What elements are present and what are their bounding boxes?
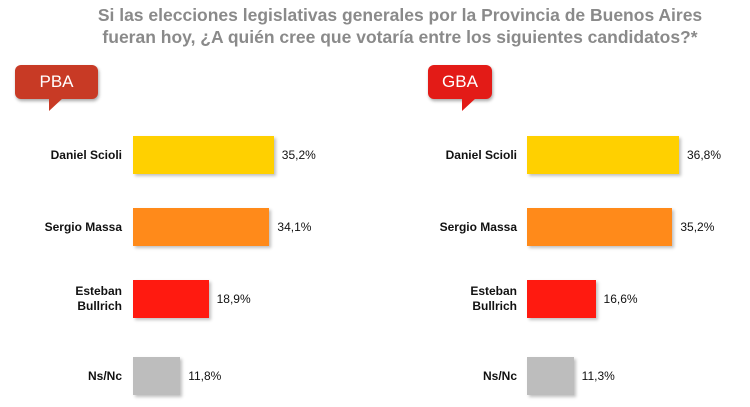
category-label-sergio-massa: Sergio Massa: [439, 219, 517, 234]
chart-panel-gba: Daniel Scioli 36,8% Sergio Massa 35,2% Esteb…: [375, 0, 750, 407]
title-line-2: fueran hoy, ¿A quién cree que votaría en…: [102, 27, 698, 47]
chart-panel-pba: Daniel Scioli 35,2% Sergio Massa 34,1% Esteb…: [44, 136, 316, 395]
value-label-ns-nc: 11,8%: [188, 369, 222, 383]
category-label-esteban-bullrich: Esteban Bullrich: [75, 284, 122, 313]
category-label-daniel-scioli: Daniel Scioli: [50, 147, 122, 162]
bar-ns-nc: [133, 357, 181, 395]
bar-sergio-massa: [527, 208, 673, 246]
category-label-esteban-bullrich: Esteban Bullrich: [470, 284, 517, 313]
bar-daniel-scioli: [527, 136, 679, 174]
category-label-daniel-scioli: Daniel Scioli: [445, 147, 517, 162]
value-label-sergio-massa: 34,1%: [277, 220, 312, 234]
chart-title: Si las elecciones legislativas generales…: [60, 4, 740, 48]
category-label-sergio-massa: Sergio Massa: [44, 219, 122, 234]
value-label-ns-nc: 11,3%: [581, 369, 615, 383]
panel-badge-gba: GBA: [428, 65, 492, 111]
value-label-esteban-bullrich: 18,9%: [216, 292, 251, 306]
value-label-daniel-scioli: 35,2%: [281, 148, 316, 162]
bar-esteban-bullrich: [133, 280, 209, 318]
value-label-esteban-bullrich: 16,6%: [603, 292, 638, 306]
bar-ns-nc: [527, 357, 574, 395]
category-label-ns-nc: Ns/Nc: [87, 368, 122, 383]
value-label-daniel-scioli: 36,8%: [686, 148, 721, 162]
value-label-sergio-massa: 35,2%: [680, 220, 715, 234]
bar-sergio-massa: [133, 208, 270, 246]
category-label-ns-nc: Ns/Nc: [482, 368, 517, 383]
bar-esteban-bullrich: [527, 280, 596, 318]
bar-daniel-scioli: [133, 136, 274, 174]
panel-badge-pba: PBA: [15, 65, 98, 111]
title-line-1: Si las elecciones legislativas generales…: [97, 5, 703, 25]
